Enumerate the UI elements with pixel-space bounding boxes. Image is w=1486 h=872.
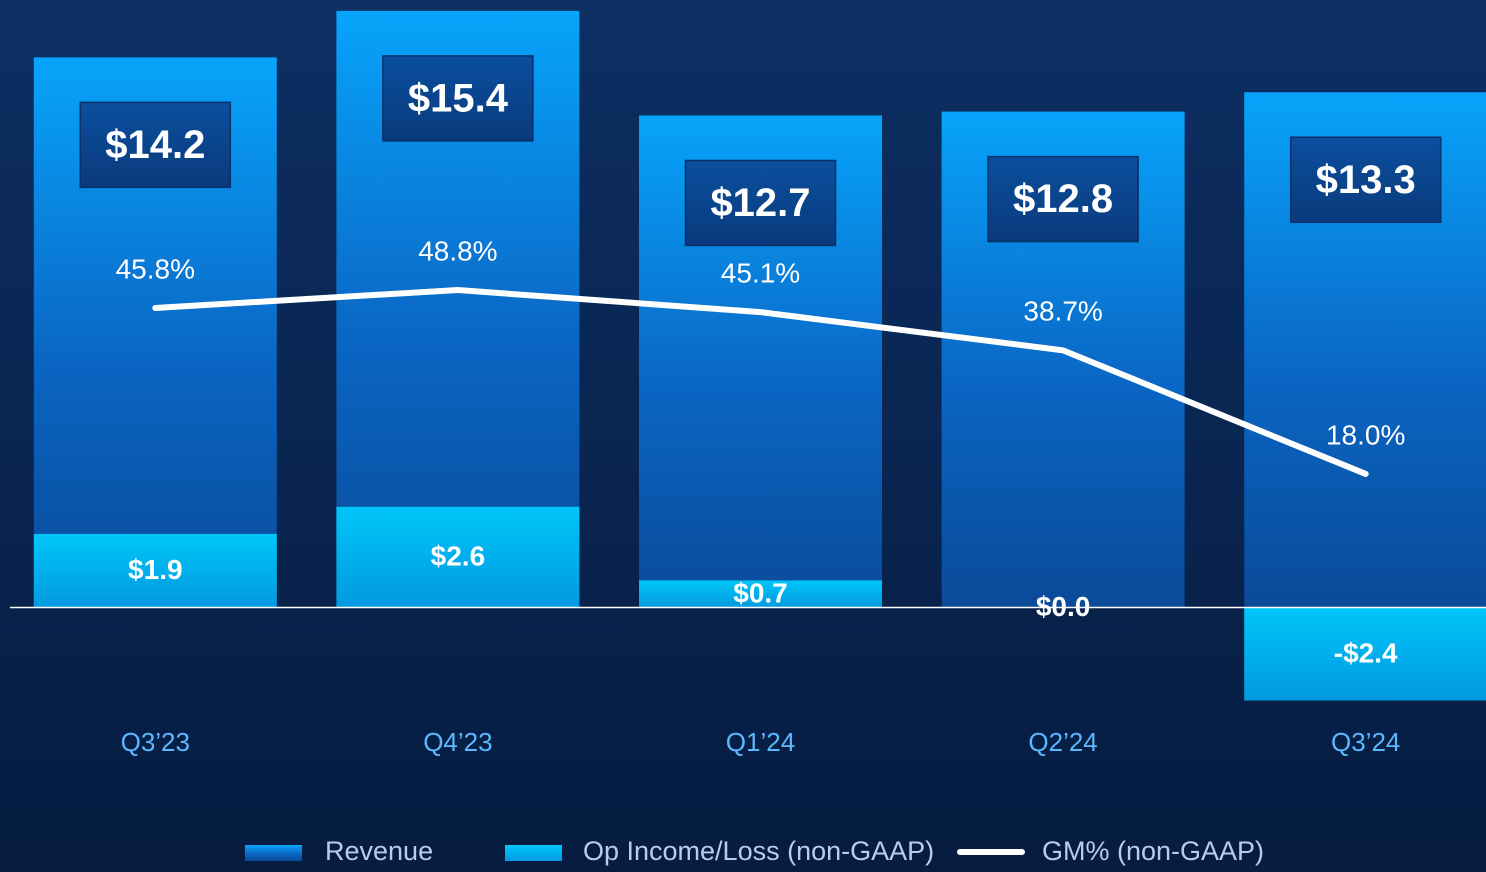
- value-label: $13.3: [1316, 158, 1416, 202]
- bar: [1244, 607, 1486, 701]
- line-value-label: 18.0%: [1326, 419, 1405, 450]
- value-label-box: [79, 101, 232, 189]
- line-value-label: 38.7%: [1023, 296, 1102, 327]
- x-tick-label: Q3’23: [121, 727, 190, 757]
- legend-swatch: [505, 845, 562, 861]
- bar: [639, 580, 882, 608]
- legend-swatch: [245, 845, 302, 861]
- legend-label: Revenue: [325, 836, 433, 866]
- value-label-box: [987, 155, 1139, 243]
- line-value-label: 45.1%: [721, 258, 800, 289]
- value-label: $14.2: [105, 123, 205, 167]
- value-label: $2.6: [431, 541, 486, 572]
- value-label: $0.7: [733, 577, 788, 608]
- value-label: $12.8: [1013, 177, 1113, 221]
- value-label: $12.7: [710, 181, 810, 225]
- line-value-label: 48.8%: [418, 235, 497, 266]
- x-tick-label: Q2’24: [1028, 727, 1097, 757]
- line-value-label: 45.8%: [116, 253, 195, 284]
- value-label: $0.0: [1036, 591, 1091, 622]
- value-label-box: [684, 159, 837, 247]
- value-label: $15.4: [408, 76, 509, 120]
- x-tick-label: Q3’24: [1331, 727, 1400, 757]
- value-label: -$2.4: [1334, 637, 1398, 668]
- line: [152, 287, 1369, 477]
- value-label-box: [1289, 136, 1442, 223]
- bar: [33, 533, 277, 608]
- x-tick-label: Q4’23: [423, 727, 492, 757]
- legend-label: Op Income/Loss (non-GAAP): [583, 836, 934, 866]
- x-tick-label: Q1’24: [726, 727, 795, 757]
- legend-label: GM% (non-GAAP): [1042, 836, 1264, 866]
- value-label-box: [382, 55, 534, 142]
- value-label: $1.9: [128, 554, 183, 585]
- bar: [336, 506, 580, 608]
